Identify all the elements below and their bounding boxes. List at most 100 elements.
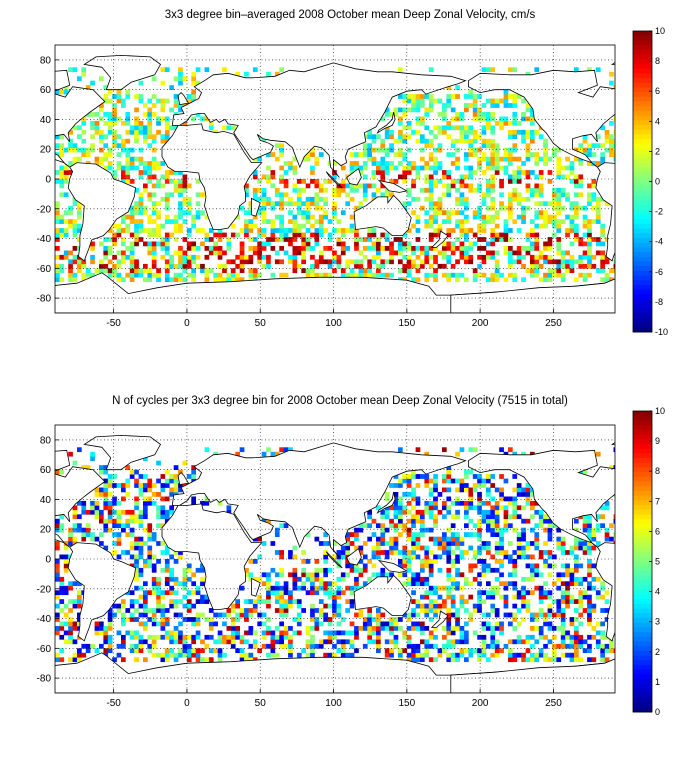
data-cell <box>521 532 526 537</box>
data-cell <box>266 594 271 600</box>
data-cell <box>472 474 478 479</box>
data-cell <box>433 161 438 166</box>
data-cell <box>486 250 491 256</box>
data-cell <box>595 237 601 242</box>
data-cell <box>279 572 284 578</box>
data-cell <box>516 652 522 658</box>
data-cell <box>415 268 421 274</box>
data-cell <box>121 237 126 242</box>
data-cell <box>318 599 324 604</box>
data-cell <box>257 648 262 654</box>
data-cell <box>415 626 421 631</box>
data-cell <box>305 246 311 251</box>
data-cell <box>178 210 183 216</box>
data-cell <box>525 483 531 488</box>
data-cell <box>323 214 328 220</box>
data-cell <box>362 523 368 529</box>
data-cell <box>578 581 584 587</box>
data-cell <box>574 223 579 229</box>
data-cell <box>55 214 60 220</box>
data-cell <box>455 223 460 229</box>
data-cell <box>169 107 174 113</box>
data-cell <box>156 232 161 238</box>
data-cell <box>547 277 553 283</box>
data-cell <box>85 85 91 90</box>
data-cell <box>332 541 337 546</box>
data-cell <box>455 559 460 564</box>
data-cell <box>107 161 113 166</box>
data-cell <box>354 567 359 573</box>
data-cell <box>569 581 575 587</box>
data-cell <box>151 272 157 278</box>
data-cell <box>490 138 496 144</box>
data-cell <box>160 196 166 202</box>
data-cell <box>472 107 478 113</box>
data-cell <box>367 147 372 153</box>
data-cell <box>415 643 421 649</box>
data-cell <box>415 116 421 122</box>
data-cell <box>358 572 364 578</box>
data-cell <box>481 129 487 135</box>
data-cell <box>186 183 192 189</box>
data-cell <box>103 634 109 640</box>
data-cell <box>77 617 82 622</box>
data-cell <box>261 228 267 233</box>
data-cell <box>261 246 267 251</box>
data-cell <box>490 254 496 260</box>
colorbar-segment <box>633 603 652 609</box>
data-cell <box>362 617 368 622</box>
data-cell <box>420 263 425 269</box>
data-cell <box>477 165 482 171</box>
data-cell <box>534 572 540 578</box>
data-cell <box>402 134 408 140</box>
data-cell <box>103 156 109 162</box>
data-cell <box>121 138 126 144</box>
data-cell <box>512 505 518 511</box>
data-cell <box>406 492 412 497</box>
data-cell <box>305 630 311 636</box>
data-cell <box>530 626 535 631</box>
data-cell <box>147 500 153 506</box>
data-cell <box>121 219 126 224</box>
data-cell <box>433 179 438 184</box>
data-cell <box>63 228 69 233</box>
data-cell <box>151 590 157 596</box>
data-cell <box>481 125 487 131</box>
data-cell <box>398 107 403 113</box>
data-cell <box>129 259 135 265</box>
data-cell <box>305 572 311 578</box>
data-cell <box>362 183 368 189</box>
data-cell <box>442 250 447 256</box>
data-cell <box>367 259 372 265</box>
data-cell <box>345 541 350 546</box>
data-cell <box>455 621 460 627</box>
data-cell <box>90 80 95 86</box>
data-cell <box>587 612 592 618</box>
data-cell <box>574 608 579 613</box>
data-cell <box>68 129 73 135</box>
colorbar-segment <box>633 486 652 492</box>
data-cell <box>252 214 258 220</box>
data-cell <box>503 277 509 283</box>
data-cell <box>222 612 227 618</box>
data-cell <box>63 219 69 224</box>
data-cell <box>116 272 122 278</box>
data-cell <box>235 634 240 640</box>
data-cell <box>134 608 139 613</box>
data-cell <box>151 183 157 189</box>
data-cell <box>494 585 500 591</box>
data-cell <box>358 170 364 175</box>
data-cell <box>244 608 249 613</box>
data-cell <box>301 250 306 256</box>
data-cell <box>565 196 570 202</box>
data-cell <box>499 183 504 189</box>
data-cell <box>565 585 570 591</box>
data-cell <box>508 263 513 269</box>
data-cell <box>587 147 592 153</box>
data-cell <box>121 143 126 149</box>
data-cell <box>512 451 518 457</box>
data-cell <box>508 161 513 166</box>
data-cell <box>288 550 293 555</box>
data-cell <box>530 107 535 113</box>
data-cell <box>433 643 438 649</box>
